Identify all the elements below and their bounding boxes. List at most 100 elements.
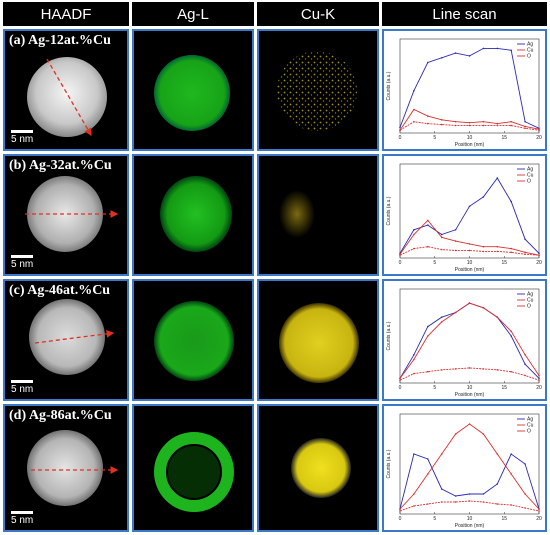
data-point-ag [468, 205, 471, 208]
haadf-panel-a: (a) Ag-12at.%Cu 5 nm [3, 29, 129, 151]
plot-frame [399, 413, 540, 515]
data-point-o [399, 254, 401, 256]
data-point-o [454, 501, 457, 503]
data-point-ag [510, 49, 512, 52]
data-point-ag [524, 120, 526, 123]
cu-signal [279, 303, 359, 383]
nanoparticle [27, 176, 103, 252]
data-point-o [454, 124, 457, 127]
data-point-ag [440, 488, 443, 490]
data-point-ag [524, 463, 526, 465]
data-point-o [399, 379, 401, 381]
data-point-o [427, 503, 429, 505]
data-point-cu [427, 335, 429, 337]
cu-signal [277, 51, 357, 131]
data-point-o [510, 370, 512, 373]
data-point-cu [468, 423, 471, 425]
x-tick-label: 5 [433, 260, 436, 266]
legend-label-o: O [527, 179, 531, 185]
data-point-ag [482, 196, 485, 198]
data-point-cu [538, 374, 540, 377]
line-scan-panel-c: 0 5 10 15 20 Position (nm) Counts (a.u.) Ag Cu O [382, 279, 547, 401]
data-point-ag [538, 377, 540, 380]
x-axis-label: Position (nm) [455, 142, 485, 148]
x-tick-label: 5 [433, 135, 436, 141]
data-point-o [496, 503, 499, 505]
data-point-ag [440, 57, 443, 59]
data-point-o [413, 372, 415, 375]
data-point-ag [413, 453, 415, 455]
series-line-ag [399, 302, 540, 379]
data-point-o [427, 245, 429, 248]
data-point-cu [427, 473, 429, 475]
data-point-cu [496, 316, 499, 318]
data-point-cu [496, 245, 499, 248]
x-tick-label: 0 [399, 260, 402, 266]
legend-label-o: O [527, 429, 531, 435]
data-point-cu [496, 122, 499, 125]
data-point-o [524, 374, 526, 377]
data-point-ag [482, 493, 485, 495]
header-ag-l: Ag-L [132, 2, 254, 26]
data-point-cu [538, 508, 540, 510]
data-point-o [538, 510, 540, 512]
data-point-ag [510, 335, 512, 337]
data-point-o [496, 124, 499, 127]
ag-signal [160, 176, 232, 252]
data-point-cu [482, 120, 485, 123]
x-tick-label: 20 [536, 516, 542, 522]
sample-label: (a) Ag-12at.%Cu [9, 33, 111, 48]
data-point-o [413, 120, 415, 123]
data-point-o [427, 122, 429, 125]
data-point-ag [524, 238, 526, 240]
x-tick-label: 0 [399, 385, 402, 391]
x-tick-label: 10 [467, 135, 473, 141]
series-line-ag [399, 47, 540, 129]
data-point-cu [440, 453, 443, 455]
data-point-ag [482, 47, 485, 50]
sample-label: (b) Ag-32at.%Cu [9, 158, 112, 173]
ag-map-a [132, 29, 254, 151]
x-tick-label: 15 [501, 385, 507, 391]
data-point-ag [510, 200, 512, 203]
series-line-ag [399, 177, 540, 254]
x-axis-label: Position (nm) [455, 523, 485, 529]
header-haadf: HAADF [3, 2, 129, 26]
data-point-ag [440, 316, 443, 318]
data-point-o [496, 369, 499, 371]
data-point-ag [413, 354, 415, 356]
cu-signal [291, 438, 351, 498]
data-point-cu [524, 493, 526, 495]
x-tick-label: 20 [536, 260, 542, 266]
data-point-ag [427, 224, 429, 226]
x-tick-label: 20 [536, 385, 542, 391]
line-scan-panel-b: 0 5 10 15 20 Position (nm) Counts (a.u.) Ag Cu O [382, 154, 547, 276]
series-line-o [399, 367, 540, 381]
data-point-o [468, 500, 471, 502]
y-axis-label: Counts (a.u.) [386, 449, 392, 478]
data-point-cu [510, 330, 512, 333]
data-point-ag [524, 363, 526, 365]
sample-label: (d) Ag-86at.%Cu [9, 408, 112, 423]
haadf-image-b [25, 176, 119, 252]
data-point-o [413, 247, 415, 250]
data-point-cu [524, 251, 526, 254]
data-point-ag [496, 483, 499, 485]
legend-label-o: O [527, 54, 531, 60]
data-point-cu [524, 125, 526, 128]
data-point-cu [440, 119, 443, 121]
sample-label: (c) Ag-46at.%Cu [9, 283, 111, 298]
scan-arrow [34, 329, 115, 344]
data-point-o [454, 249, 457, 252]
nanoparticle [27, 57, 107, 137]
x-tick-label: 5 [433, 516, 436, 522]
haadf-image-c [29, 299, 115, 375]
haadf-panel-d: (d) Ag-86at.%Cu 5 nm [3, 404, 129, 532]
data-point-o [399, 129, 401, 131]
data-point-o [538, 379, 540, 381]
legend-label-ag: Ag [527, 417, 533, 423]
x-tick-label: 10 [467, 385, 473, 391]
haadf-image-d [27, 430, 119, 506]
data-point-cu [413, 108, 415, 111]
cu-signal [279, 190, 315, 238]
